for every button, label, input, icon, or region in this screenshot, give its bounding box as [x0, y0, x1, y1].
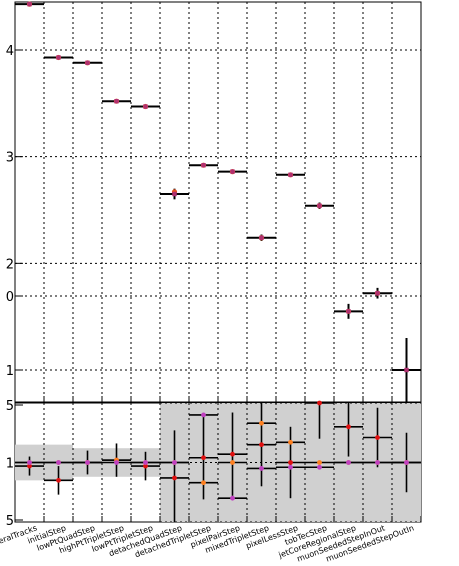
ratio-data-point [375, 460, 380, 465]
ratio-data-point [259, 442, 264, 448]
main-y-tick-label: 2 [6, 257, 14, 272]
ratio-data-point [317, 460, 322, 465]
main-data-point [404, 367, 409, 373]
ratio-data-point [143, 463, 148, 469]
ratio-data-point [404, 460, 409, 465]
ratio-data-point [85, 460, 90, 465]
ratio-data-point [259, 420, 264, 426]
main-data-point [172, 191, 177, 197]
ratio-data-point [114, 460, 119, 465]
main-data-point [346, 309, 351, 314]
main-data-point [259, 235, 264, 240]
main-data-point [317, 203, 322, 208]
ratio-data-point [346, 460, 351, 465]
ratio-data-point [230, 495, 235, 501]
ratio-data-point [56, 477, 61, 483]
main-y-tick-label: 1 [6, 364, 14, 379]
ratio-data-point [375, 435, 380, 440]
main-data-point [27, 1, 32, 7]
ratio-data-point [317, 464, 322, 470]
main-data-point [201, 163, 206, 168]
ratio-data-point [201, 480, 206, 486]
main-y-tick-label: 4 [6, 44, 14, 59]
main-data-point [56, 55, 61, 60]
main-data-point [85, 60, 90, 65]
main-data-point [114, 99, 119, 104]
ratio-data-point [201, 455, 206, 461]
ratio-y-tick-label: 5 [6, 399, 14, 414]
ratio-data-point [230, 451, 235, 457]
ratio-data-point [346, 424, 351, 430]
ratio-y-tick-label: 5 [6, 514, 14, 529]
ratio-data-point [317, 400, 322, 406]
ratio-data-point [172, 475, 177, 481]
ratio-data-point [27, 463, 32, 469]
ratio-data-point [27, 460, 32, 465]
main-y-tick-label: 0 [6, 290, 14, 305]
main-data-point [288, 172, 293, 177]
ratio-data-point [201, 412, 206, 418]
ratio-y-tick-label: 1 [6, 457, 14, 472]
ratio-data-point [288, 439, 293, 445]
main-y-tick-label: 3 [6, 151, 14, 166]
ratio-data-point [172, 460, 177, 465]
ratio-data-point [288, 460, 293, 465]
ratio-data-point [143, 460, 148, 465]
main-data-point [375, 291, 380, 296]
ratio-data-point [259, 466, 264, 471]
main-data-point [230, 169, 235, 174]
ratio-data-point [56, 460, 61, 465]
ratio-data-point [230, 460, 235, 465]
main-data-point [143, 104, 148, 109]
ratio-data-point [288, 464, 293, 470]
